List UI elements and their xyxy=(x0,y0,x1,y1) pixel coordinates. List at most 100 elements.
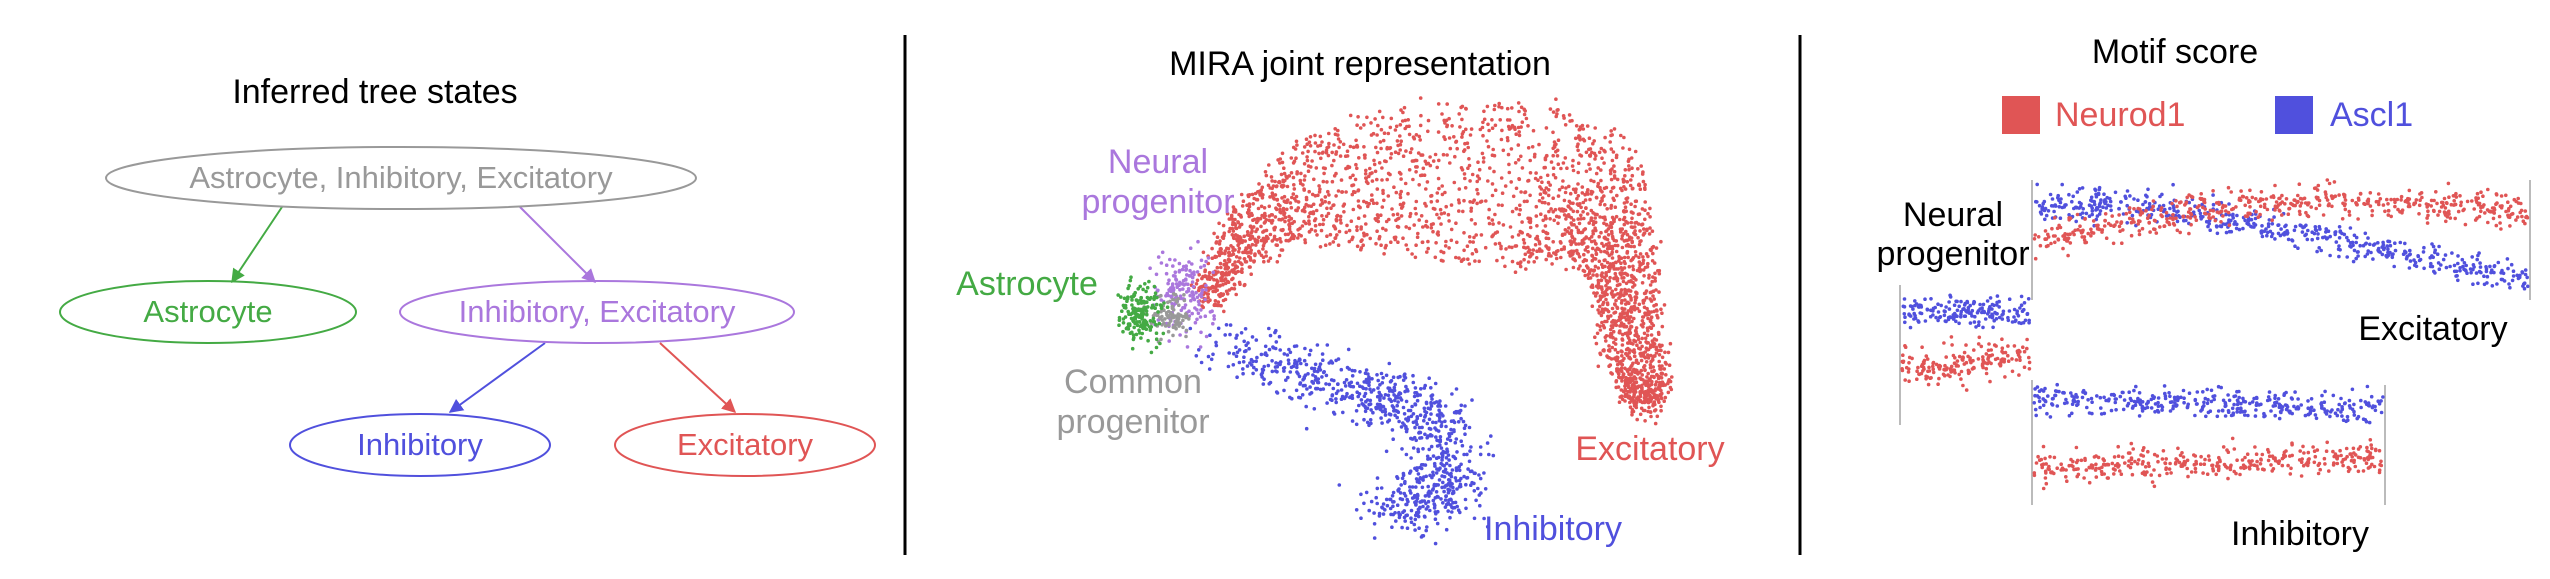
umap-point-common-progenitor xyxy=(1181,325,1185,330)
umap-point-excitatory xyxy=(1230,226,1235,231)
umap-point-inhibitory xyxy=(1431,498,1436,503)
umap-point-inhibitory xyxy=(1450,392,1454,396)
umap-point-excitatory xyxy=(1326,211,1331,216)
motif-point-ascl1 xyxy=(2430,254,2434,258)
umap-point-neural-progenitor xyxy=(1190,290,1194,295)
umap-point-excitatory xyxy=(1229,214,1234,218)
umap-point-excitatory xyxy=(1552,251,1556,255)
umap-point-inhibitory xyxy=(1435,444,1440,448)
umap-point-excitatory xyxy=(1627,244,1631,248)
umap-point-astrocyte xyxy=(1138,284,1142,289)
umap-point-excitatory xyxy=(1296,236,1300,240)
umap-point-astrocyte xyxy=(1139,336,1143,340)
umap-point-excitatory xyxy=(1513,270,1518,275)
motif-point-ascl1 xyxy=(2460,257,2465,262)
motif-point-ascl1 xyxy=(1923,319,1928,323)
umap-point-excitatory xyxy=(1658,344,1662,349)
umap-point-inhibitory xyxy=(1386,420,1390,424)
umap-point-inhibitory xyxy=(1286,358,1291,363)
umap-point-excitatory xyxy=(1290,195,1294,200)
motif-point-neurod1 xyxy=(2018,358,2022,363)
motif-point-ascl1 xyxy=(2163,207,2167,212)
umap-point-excitatory xyxy=(1222,231,1227,235)
tree-node-excitatory: Excitatory xyxy=(614,413,876,477)
umap-point-excitatory xyxy=(1633,149,1638,154)
motif-point-ascl1 xyxy=(1919,311,1924,316)
umap-point-excitatory xyxy=(1596,299,1600,304)
umap-point-excitatory xyxy=(1526,146,1531,150)
umap-point-neural-progenitor xyxy=(1195,270,1200,274)
umap-point-excitatory xyxy=(1394,124,1399,129)
umap-point-inhibitory xyxy=(1342,380,1347,385)
motif-point-neurod1 xyxy=(2132,220,2136,224)
umap-point-excitatory xyxy=(1362,123,1366,127)
umap-point-inhibitory xyxy=(1368,418,1373,422)
umap-point-excitatory xyxy=(1649,299,1654,303)
motif-point-ascl1 xyxy=(2461,264,2465,269)
umap-point-neural-progenitor xyxy=(1174,278,1179,282)
umap-point-excitatory xyxy=(1615,362,1620,367)
umap-point-excitatory xyxy=(1593,216,1597,220)
umap-point-inhibitory xyxy=(1469,445,1473,449)
umap-point-excitatory xyxy=(1573,136,1578,141)
motif-point-neurod1 xyxy=(1961,358,1965,362)
umap-point-excitatory xyxy=(1442,211,1447,215)
umap-point-astrocyte xyxy=(1117,323,1121,328)
umap-point-excitatory xyxy=(1200,304,1204,308)
umap-point-inhibitory xyxy=(1362,417,1366,422)
umap-point-inhibitory xyxy=(1390,428,1395,432)
umap-point-neural-progenitor xyxy=(1195,295,1200,300)
motif-point-ascl1 xyxy=(2052,209,2056,214)
umap-point-excitatory xyxy=(1278,236,1282,241)
umap-point-common-progenitor xyxy=(1177,322,1182,327)
umap-point-excitatory xyxy=(1587,221,1591,225)
umap-point-excitatory xyxy=(1596,181,1601,186)
motif-point-ascl1 xyxy=(1991,325,1995,330)
umap-point-inhibitory xyxy=(1194,354,1199,358)
umap-point-excitatory xyxy=(1258,216,1263,221)
umap-point-excitatory xyxy=(1603,319,1607,324)
umap-point-inhibitory xyxy=(1428,457,1433,461)
umap-point-excitatory xyxy=(1646,409,1650,414)
umap-point-excitatory xyxy=(1229,244,1233,248)
mira-title: MIRA joint representation xyxy=(1169,45,1551,83)
umap-point-excitatory xyxy=(1201,250,1206,255)
umap-point-excitatory xyxy=(1511,194,1516,199)
umap-point-excitatory xyxy=(1528,158,1532,163)
umap-point-inhibitory xyxy=(1417,431,1421,435)
umap-point-excitatory xyxy=(1353,190,1357,194)
umap-point-excitatory xyxy=(1583,227,1588,231)
umap-point-excitatory xyxy=(1647,377,1652,381)
umap-point-excitatory xyxy=(1491,147,1495,152)
umap-point-excitatory xyxy=(1300,151,1305,155)
umap-point-excitatory xyxy=(1505,106,1510,111)
motif-point-neurod1 xyxy=(2280,200,2284,204)
umap-point-excitatory xyxy=(1641,321,1646,326)
motif-point-ascl1 xyxy=(2007,297,2012,302)
umap-point-excitatory xyxy=(1510,209,1515,214)
motif-point-neurod1 xyxy=(1924,354,1929,358)
umap-point-excitatory xyxy=(1484,199,1488,203)
umap-point-excitatory xyxy=(1644,289,1649,293)
motif-point-ascl1 xyxy=(2132,197,2136,201)
umap-point-inhibitory xyxy=(1401,378,1406,383)
umap-point-excitatory xyxy=(1219,265,1223,270)
motif-point-neurod1 xyxy=(2368,204,2373,208)
umap-point-excitatory xyxy=(1399,108,1403,112)
motif-point-neurod1 xyxy=(2000,357,2005,361)
umap-point-excitatory xyxy=(1592,139,1596,143)
motif-point-ascl1 xyxy=(1943,319,1948,323)
umap-point-excitatory xyxy=(1375,229,1379,233)
umap-point-excitatory xyxy=(1559,247,1564,252)
umap-point-excitatory xyxy=(1264,250,1268,254)
umap-point-excitatory xyxy=(1359,246,1364,250)
umap-point-excitatory xyxy=(1585,245,1589,250)
umap-point-excitatory xyxy=(1218,284,1222,288)
umap-point-inhibitory xyxy=(1409,436,1413,441)
umap-point-excitatory xyxy=(1544,154,1549,158)
umap-point-excitatory xyxy=(1304,202,1308,207)
motif-point-ascl1 xyxy=(1929,308,1933,313)
umap-point-excitatory xyxy=(1358,126,1363,130)
umap-point-excitatory xyxy=(1625,200,1629,204)
umap-point-excitatory xyxy=(1381,191,1385,196)
